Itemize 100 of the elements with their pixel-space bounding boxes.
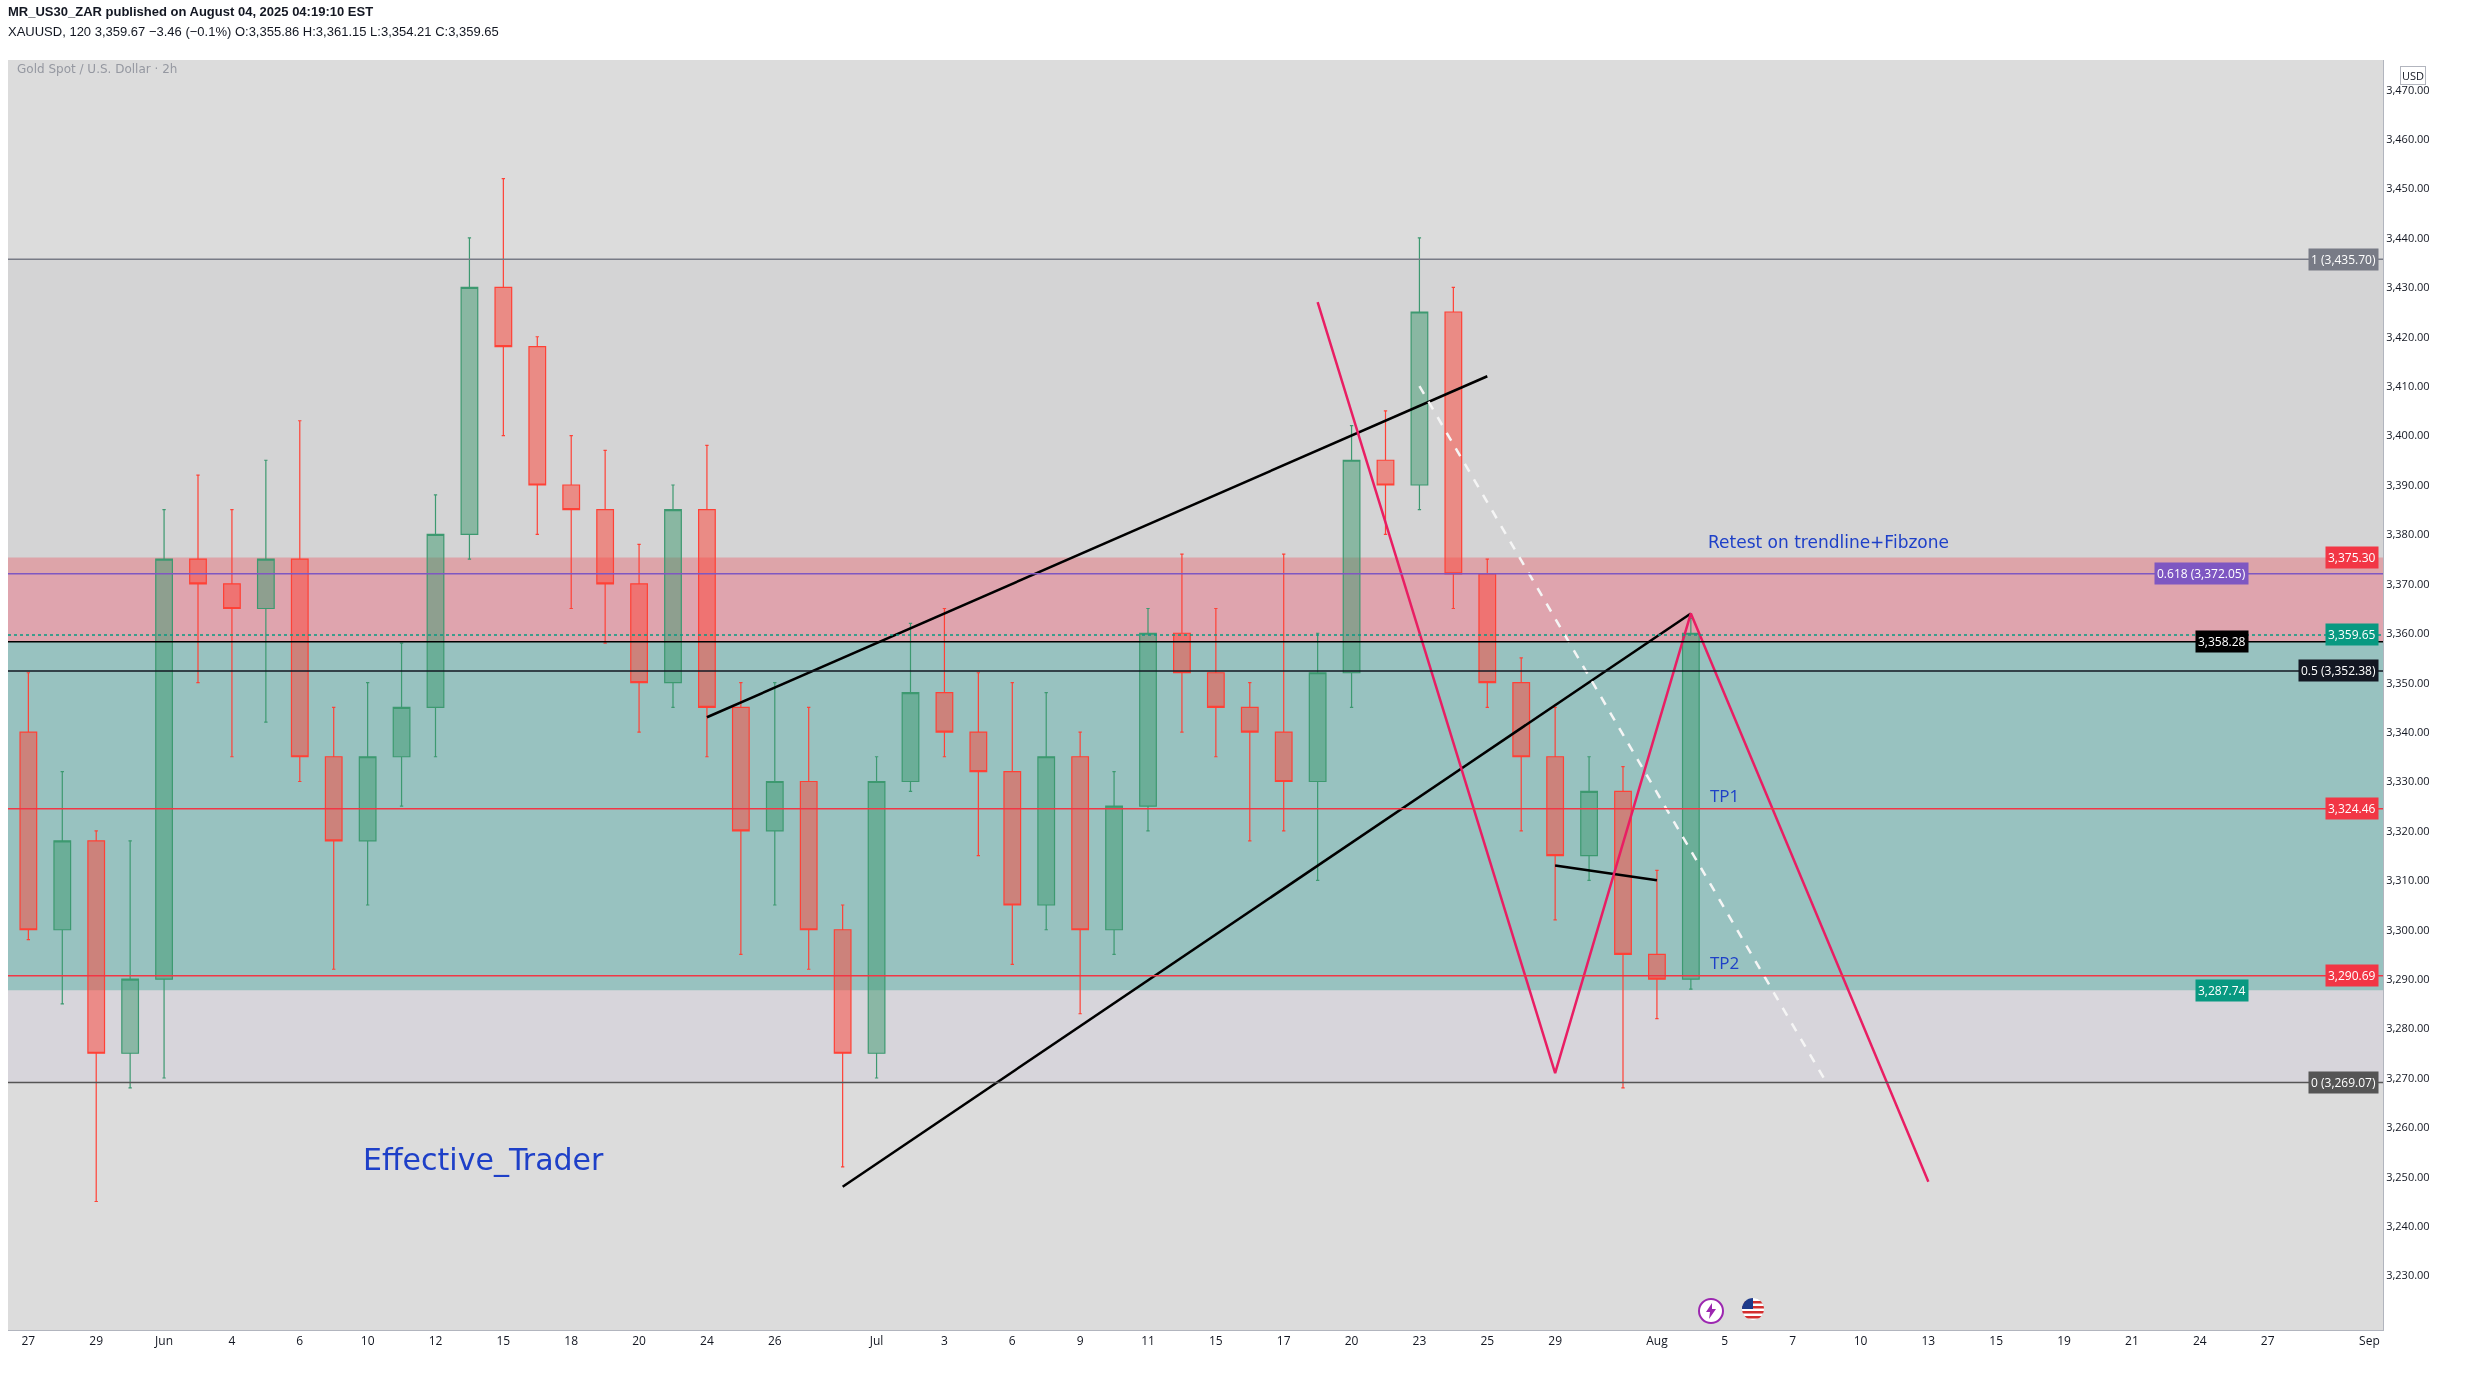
band-label: 3,375.30 [2328,549,2376,566]
x-tick-label: 27 [21,1332,36,1350]
candlestick [1546,706,1565,921]
x-tick-label: 24 [2192,1332,2207,1350]
candlestick [969,672,988,857]
x-tick-label: 19 [2057,1332,2072,1350]
x-tick-label: 6 [296,1332,304,1350]
x-tick-label: 4 [228,1332,236,1350]
y-tick-label: 3,350.00 [2386,674,2430,690]
candlestick [562,434,581,610]
x-tick-label: 15 [1208,1332,1223,1350]
candlestick [155,509,173,1079]
x-tick-label: 17 [1276,1332,1291,1350]
y-tick-label: 3,280.00 [2386,1020,2430,1036]
candlestick [256,459,275,723]
y-tick-label: 3,310.00 [2386,872,2430,888]
candlestick [1478,558,1497,708]
ref-line-label: 0 (3,269.07) [2311,1074,2376,1091]
x-tick-label: 6 [1008,1332,1016,1350]
x-tick-label: 21 [2125,1332,2139,1350]
annotation: Effective_Trader [363,1142,605,1177]
candlestick [1206,607,1225,758]
candlestick [799,706,818,970]
candlestick [460,237,479,560]
y-tick-label: 3,390.00 [2386,476,2430,492]
ref-line-label: 3,324.46 [2328,800,2376,817]
x-tick-label: 13 [1921,1332,1936,1350]
y-tick-label: 3,380.00 [2386,526,2430,542]
candlestick [1648,869,1666,1020]
x-tick-label: 7 [1789,1332,1797,1350]
y-tick-label: 3,270.00 [2386,1069,2430,1085]
candlestick [1410,237,1429,511]
candlestick [1376,410,1395,535]
candlestick [596,449,615,644]
x-tick-label: 15 [1989,1332,2004,1350]
candlestick [1003,682,1022,965]
y-tick-label: 3,300.00 [2386,921,2430,937]
x-tick-label: 5 [1721,1332,1729,1350]
y-tick-label: 3,290.00 [2386,970,2430,986]
x-tick-label: 10 [1853,1332,1868,1350]
chart-title: MR_US30_ZAR published on August 04, 2025 04:19:10 EST [8,3,375,21]
y-tick-label: 3,370.00 [2386,575,2430,591]
y-tick-label: 3,410.00 [2386,378,2430,393]
x-tick-label: 11 [1141,1332,1155,1350]
x-tick-label: 12 [428,1332,443,1350]
x-tick-label: 23 [1412,1332,1427,1350]
ref-line-label: 0.5 (3,352.38) [2301,662,2376,679]
candlestick [1342,425,1361,708]
candlestick [494,178,513,437]
candlestick [901,622,920,792]
x-tick-label: Aug [1646,1332,1669,1350]
candlestick [324,706,343,970]
x-tick-label: 26 [767,1332,782,1350]
y-tick-label: 3,250.00 [2386,1168,2430,1184]
candlestick [1139,607,1157,832]
candlestick [1614,766,1632,1089]
y-tick-label: 3,420.00 [2386,328,2430,344]
candlestick [765,682,784,906]
candlestick [1308,632,1327,881]
ref-line-label: 3,290.69 [2328,967,2376,984]
ref-line-label: 1 (3,435.70) [2311,251,2376,268]
candlestick [1580,756,1598,881]
candlestick [935,607,954,758]
y-tick-label: 3,230.00 [2386,1267,2430,1283]
ref-line-label: 3,359.65 [2328,626,2376,643]
x-tick-label: Jul [868,1332,884,1350]
candlestick [121,840,140,1089]
candlestick [1274,553,1293,832]
candlestick [664,484,682,708]
y-tick-label: 3,430.00 [2386,279,2430,295]
candlestick [731,682,750,956]
candlestick [1681,617,1700,990]
chart-subtitle: XAUUSD, 120 3,359.67 −3.46 (−0.1%) O:3,355.86 H:3,361.15 L:3,354.21 C:3,359.65 [8,23,500,41]
y-tick-label: 3,470.00 [2386,81,2430,97]
x-tick-label: 18 [564,1332,579,1350]
candlestick [1444,286,1463,610]
candlestick [223,509,241,758]
x-tick-label: 9 [1076,1332,1084,1350]
candlestick [426,494,445,758]
candlestick [528,336,547,535]
band-label: 3,287.74 [2198,982,2246,999]
ref-line-label: 0.618 (3,372.05) [2157,565,2246,582]
y-tick-label: 3,440.00 [2386,229,2430,245]
y-tick-label: 3,320.00 [2386,822,2430,838]
candlestick [1105,771,1123,956]
x-tick-label: 27 [2260,1332,2275,1350]
y-tick-label: 3,240.00 [2386,1218,2430,1234]
x-tick-label: 29 [1548,1332,1563,1350]
y-axis-title: USD [2402,68,2425,83]
candlestick [1240,682,1259,842]
y-tick-label: 3,460.00 [2386,130,2430,146]
y-tick-label: 3,450.00 [2386,180,2430,196]
x-tick-label: 10 [360,1332,375,1350]
x-tick-label: 20 [1344,1332,1359,1350]
candlestick [392,642,411,807]
candlestick [53,771,72,1005]
candlestick [1037,691,1056,931]
y-tick-label: 3,330.00 [2386,773,2430,789]
candlestick [1512,657,1531,832]
candlestick [290,420,309,783]
